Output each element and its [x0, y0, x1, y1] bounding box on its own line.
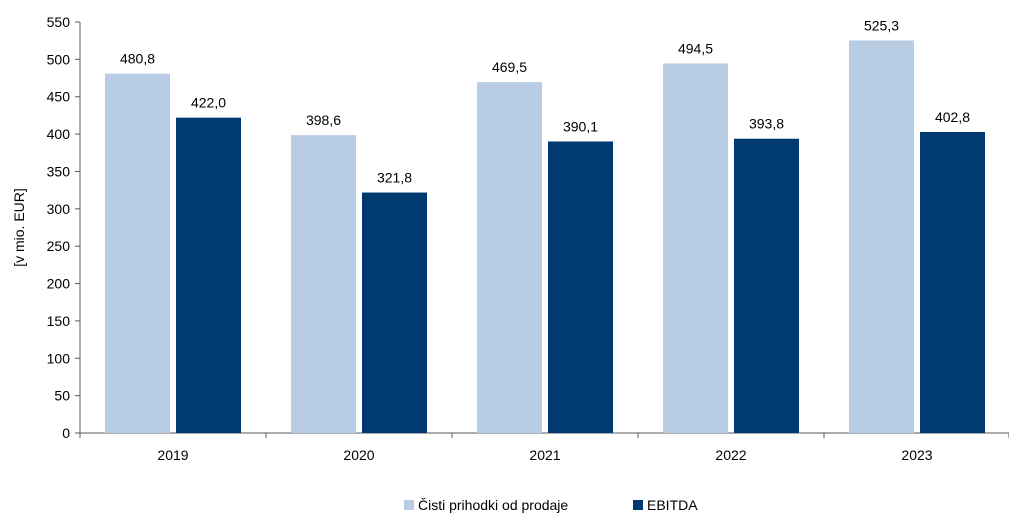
data-labels: 480,8 422,0 398,6 321,8 469,5 390,1 494,5 393,8…: [120, 17, 970, 185]
bar-sales: [291, 135, 356, 433]
y-tick-label: 200: [47, 276, 71, 292]
data-label: 480,8: [120, 51, 155, 67]
data-label: 525,3: [864, 17, 899, 33]
data-label: 390,1: [563, 118, 598, 134]
bar-ebitda: [734, 138, 799, 433]
y-tick-label: 0: [62, 425, 70, 441]
y-tick-label: 450: [47, 89, 71, 105]
x-tick-label: 2019: [157, 447, 188, 463]
bar-ebitda: [176, 117, 241, 433]
x-axis: 2019 2020 2021 2022 2023: [79, 432, 1009, 463]
y-tick-label: 250: [47, 238, 71, 254]
bar-ebitda: [548, 141, 613, 434]
bar-ebitda: [362, 192, 427, 433]
data-label: 469,5: [492, 59, 527, 75]
x-tick-label: 2023: [901, 447, 932, 463]
y-tick-label: 100: [47, 350, 71, 366]
x-tick-label: 2020: [343, 447, 374, 463]
data-label: 321,8: [377, 170, 412, 186]
y-tick-label: 500: [47, 51, 71, 67]
legend-label-sales: Čisti prihodki od prodaje: [418, 497, 568, 513]
y-tick-label: 400: [47, 126, 71, 142]
y-axis: 0 50 100 150 200 250 300 350 400 450 500 550: [47, 14, 81, 441]
bar-sales: [663, 63, 728, 434]
data-label: 398,6: [306, 112, 341, 128]
y-axis-label: [v mio. EUR]: [11, 188, 27, 267]
data-label: 393,8: [749, 116, 784, 132]
data-label: 494,5: [678, 40, 713, 56]
y-tick-label: 50: [54, 388, 70, 404]
y-tick-label: 550: [47, 14, 71, 30]
bar-sales: [849, 40, 914, 433]
data-label: 402,8: [935, 109, 970, 125]
bar-sales: [477, 82, 542, 433]
legend-swatch-ebitda: [633, 500, 643, 510]
legend: Čisti prihodki od prodaje EBITDA: [404, 497, 698, 513]
data-label: 422,0: [191, 95, 226, 111]
bar-ebitda: [920, 131, 985, 434]
x-tick-label: 2021: [529, 447, 560, 463]
y-tick-label: 150: [47, 313, 71, 329]
legend-label-ebitda: EBITDA: [647, 497, 698, 513]
y-tick-label: 300: [47, 201, 71, 217]
y-tick-label: 350: [47, 163, 71, 179]
legend-swatch-sales: [404, 500, 414, 510]
x-tick-label: 2022: [715, 447, 746, 463]
bars: [105, 40, 985, 434]
bar-sales: [105, 73, 170, 433]
